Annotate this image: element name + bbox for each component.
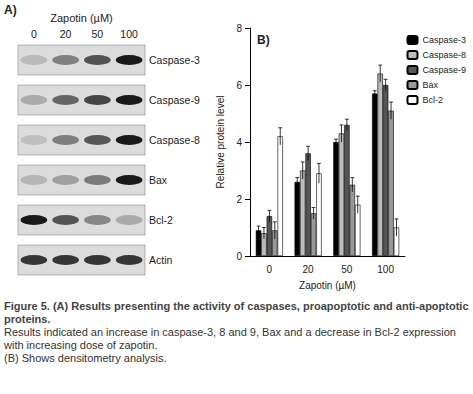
svg-text:B): B) xyxy=(257,33,270,47)
svg-text:Caspase-3: Caspase-3 xyxy=(422,35,466,45)
svg-text:Caspase-8: Caspase-8 xyxy=(422,50,466,60)
svg-text:50: 50 xyxy=(92,28,104,40)
html-text:Results indicated an increase: Results indicated an increase in caspase… xyxy=(4,326,456,351)
svg-text:0: 0 xyxy=(236,251,242,262)
svg-text:8: 8 xyxy=(236,23,242,34)
svg-text:Caspase-3: Caspase-3 xyxy=(149,54,200,66)
svg-text:20: 20 xyxy=(60,28,72,40)
svg-text:Bcl-2: Bcl-2 xyxy=(422,95,443,105)
svg-text:50: 50 xyxy=(341,264,353,275)
html-text:Figure 5. (A) Results presenti: Figure 5. (A) Results presenting the act… xyxy=(4,300,469,325)
html-text:(B) Shows densitometry analysi: (B) Shows densitometry analysis. xyxy=(4,352,167,364)
svg-text:A): A) xyxy=(4,3,17,17)
svg-text:20: 20 xyxy=(303,264,315,275)
svg-text:Zapotin (µM): Zapotin (µM) xyxy=(299,280,356,291)
svg-text:100: 100 xyxy=(377,264,394,275)
svg-text:Caspase-8: Caspase-8 xyxy=(149,134,200,146)
svg-text:0: 0 xyxy=(31,28,37,40)
svg-text:Bcl-2: Bcl-2 xyxy=(149,214,173,226)
svg-text:Caspase-9: Caspase-9 xyxy=(422,65,466,75)
svg-text:2: 2 xyxy=(236,194,242,205)
svg-text:Caspase-9: Caspase-9 xyxy=(149,94,200,106)
svg-text:Bax: Bax xyxy=(149,174,168,186)
svg-text:Relative protein level: Relative protein level xyxy=(215,96,226,189)
svg-text:0: 0 xyxy=(267,264,273,275)
svg-text:Actin: Actin xyxy=(149,254,173,266)
svg-text:6: 6 xyxy=(236,80,242,91)
svg-text:Zapotin (µM): Zapotin (µM) xyxy=(50,12,113,24)
svg-text:4: 4 xyxy=(236,137,242,148)
svg-text:Bax: Bax xyxy=(422,80,438,90)
svg-text:100: 100 xyxy=(120,28,138,40)
